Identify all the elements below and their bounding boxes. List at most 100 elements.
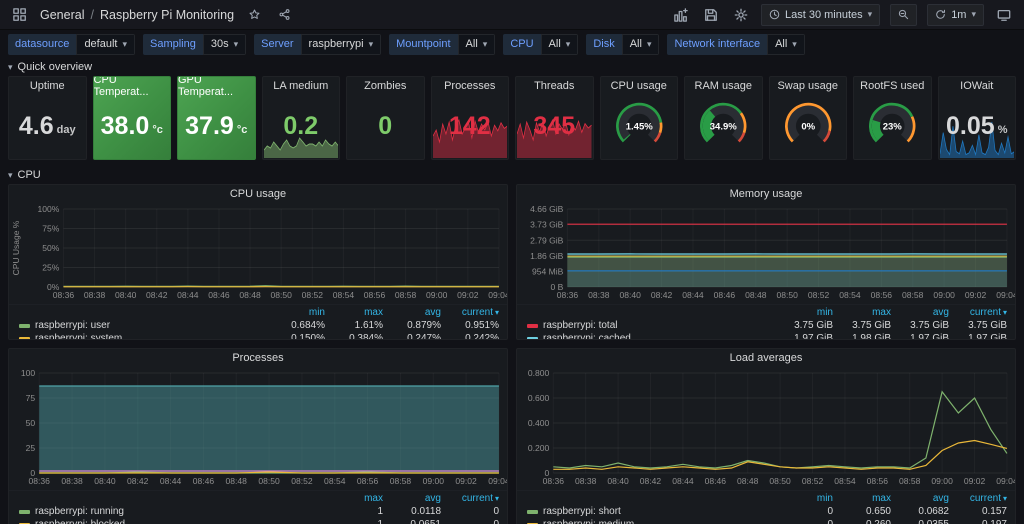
legend-value: 1.97 GiB	[949, 332, 1007, 340]
variable-value-dropdown[interactable]: raspberrypi▾	[301, 34, 382, 55]
cycle-view-icon[interactable]	[994, 4, 1014, 26]
svg-text:08:38: 08:38	[588, 290, 610, 300]
legend-header-spacer	[527, 305, 775, 318]
variable-label: datasource	[8, 34, 76, 55]
svg-text:25%: 25%	[42, 263, 60, 273]
stat-value: 142	[449, 114, 491, 139]
panel-title[interactable]: Memory usage	[517, 185, 1015, 203]
breadcrumb-section[interactable]: General	[40, 8, 84, 22]
legend-series-label[interactable]: raspberrypi: medium	[527, 518, 775, 524]
svg-text:75%: 75%	[42, 224, 60, 234]
variable-server[interactable]: Serverraspberrypi▾	[254, 34, 381, 55]
dashboard-settings-icon[interactable]	[731, 4, 751, 26]
variable-mountpoint[interactable]: MountpointAll▾	[389, 34, 495, 55]
svg-text:08:36: 08:36	[53, 290, 75, 300]
section-quick-overview[interactable]: ▾ Quick overview	[8, 58, 1016, 76]
variable-network-interface[interactable]: Network interfaceAll▾	[667, 34, 804, 55]
save-dashboard-icon[interactable]	[701, 4, 721, 26]
gauge: 1.45%	[601, 92, 678, 159]
legend-column-min[interactable]: min	[267, 305, 325, 319]
legend-column-avg[interactable]: avg	[891, 305, 949, 319]
legend-color-swatch[interactable]	[19, 510, 30, 514]
zoom-out-button[interactable]	[890, 4, 917, 26]
panel-title[interactable]: Load averages	[517, 349, 1015, 367]
panel-la-medium: LA medium0.2	[262, 76, 341, 160]
star-icon[interactable]	[244, 4, 264, 26]
chart-plot[interactable]: 100%75%50%25%0%08:3608:3808:4008:4208:44…	[9, 203, 507, 304]
legend-column-avg[interactable]: avg	[383, 491, 441, 505]
legend-color-swatch[interactable]	[19, 324, 30, 328]
chart-plot[interactable]: 100755025008:3608:3808:4008:4208:4408:46…	[9, 367, 507, 490]
panel-load-averages: Load averages0.8000.6000.4000.200008:360…	[516, 348, 1016, 524]
variable-sampling[interactable]: Sampling30s▾	[143, 34, 246, 55]
sort-caret-icon: ▾	[1003, 494, 1007, 503]
svg-text:2.79 GiB: 2.79 GiB	[530, 235, 564, 245]
svg-text:08:44: 08:44	[160, 476, 182, 486]
legend-column-min[interactable]: min	[775, 491, 833, 505]
variable-value-dropdown[interactable]: All▾	[767, 34, 805, 55]
svg-text:08:40: 08:40	[94, 476, 116, 486]
legend-value: 0.247%	[383, 332, 441, 340]
legend-value: 0.879%	[383, 319, 441, 332]
chart-legend: minmaxavgcurrent▾raspberrypi: short00.65…	[517, 490, 1015, 524]
legend-series-label[interactable]: raspberrypi: running	[19, 505, 325, 518]
legend-column-avg[interactable]: avg	[383, 305, 441, 319]
svg-text:1.86 GiB: 1.86 GiB	[530, 251, 564, 261]
variable-value-dropdown[interactable]: All▾	[622, 34, 660, 55]
dashboards-grid-icon[interactable]	[10, 4, 30, 26]
legend-column-max[interactable]: max	[325, 491, 383, 505]
svg-text:08:58: 08:58	[395, 290, 417, 300]
legend-series-label[interactable]: raspberrypi: total	[527, 319, 775, 332]
chevron-down-icon: ▾	[122, 40, 127, 49]
breadcrumb-separator: /	[90, 8, 93, 22]
svg-text:09:02: 09:02	[964, 476, 986, 486]
legend-color-swatch[interactable]	[19, 337, 30, 341]
legend-color-swatch[interactable]	[527, 324, 538, 328]
legend-series-label[interactable]: raspberrypi: system	[19, 332, 267, 340]
variable-value-dropdown[interactable]: All▾	[458, 34, 496, 55]
variable-datasource[interactable]: datasourcedefault▾	[8, 34, 135, 55]
sort-caret-icon: ▾	[1003, 308, 1007, 317]
share-icon[interactable]	[274, 4, 294, 26]
legend-column-max[interactable]: max	[833, 305, 891, 319]
panel-title[interactable]: Processes	[9, 349, 507, 367]
variable-cpu[interactable]: CPUAll▾	[503, 34, 578, 55]
legend-series-label[interactable]: raspberrypi: short	[527, 505, 775, 518]
svg-text:09:00: 09:00	[426, 290, 448, 300]
section-cpu[interactable]: ▾ CPU	[8, 166, 1016, 184]
svg-text:08:50: 08:50	[258, 476, 280, 486]
legend-series-label[interactable]: raspberrypi: blocked	[19, 518, 325, 524]
legend-column-max[interactable]: max	[325, 305, 383, 319]
variable-value-dropdown[interactable]: 30s▾	[203, 34, 246, 55]
refresh-picker[interactable]: 1m ▾	[927, 4, 984, 26]
legend-series-label[interactable]: raspberrypi: user	[19, 319, 267, 332]
legend-color-swatch[interactable]	[527, 510, 538, 514]
chart-plot[interactable]: 0.8000.6000.4000.200008:3608:3808:4008:4…	[517, 367, 1015, 490]
variable-value-dropdown[interactable]: default▾	[76, 34, 135, 55]
panel-title[interactable]: CPU usage	[9, 185, 507, 203]
svg-text:08:38: 08:38	[84, 290, 106, 300]
svg-text:3.73 GiB: 3.73 GiB	[530, 220, 564, 230]
time-range-picker[interactable]: Last 30 minutes ▾	[761, 4, 880, 26]
add-panel-icon[interactable]	[671, 4, 691, 26]
svg-text:08:50: 08:50	[270, 290, 292, 300]
legend-column-current[interactable]: current▾	[441, 491, 499, 505]
legend-column-current[interactable]: current▾	[441, 305, 499, 319]
variable-value-dropdown[interactable]: All▾	[541, 34, 579, 55]
legend-column-current[interactable]: current▾	[949, 491, 1007, 505]
breadcrumb-dashboard-title[interactable]: Raspberry Pi Monitoring	[100, 8, 234, 22]
legend-column-avg[interactable]: avg	[891, 491, 949, 505]
legend-column-max[interactable]: max	[833, 491, 891, 505]
svg-text:08:50: 08:50	[769, 476, 791, 486]
chart-plot[interactable]: 4.66 GiB3.73 GiB2.79 GiB1.86 GiB954 MiB0…	[517, 203, 1015, 304]
legend-value: 3.75 GiB	[891, 319, 949, 332]
legend-series-label[interactable]: raspberrypi: cached	[527, 332, 775, 340]
stat-value: 37.9	[185, 114, 234, 139]
legend-value: 0.384%	[325, 332, 383, 340]
legend-column-current[interactable]: current▾	[949, 305, 1007, 319]
chevron-down-icon: ▾	[566, 40, 571, 49]
variable-disk[interactable]: DiskAll▾	[586, 34, 659, 55]
legend-column-min[interactable]: min	[775, 305, 833, 319]
legend-color-swatch[interactable]	[527, 337, 538, 341]
stat-value-group: 345	[516, 93, 593, 159]
